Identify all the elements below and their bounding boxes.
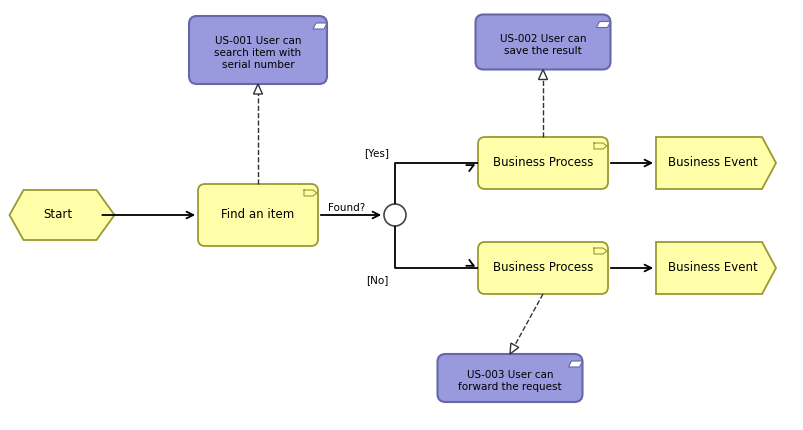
FancyBboxPatch shape (478, 242, 607, 294)
FancyBboxPatch shape (189, 16, 327, 84)
Text: Find an item: Find an item (221, 209, 294, 221)
Polygon shape (10, 190, 114, 240)
FancyBboxPatch shape (478, 137, 607, 189)
Text: US-003 User can
forward the request: US-003 User can forward the request (458, 370, 561, 392)
Text: Business Process: Business Process (492, 157, 593, 169)
Text: US-002 User can
save the result: US-002 User can save the result (499, 34, 585, 56)
Text: US-001 User can
search item with
serial number: US-001 User can search item with serial … (214, 37, 301, 70)
Polygon shape (312, 23, 327, 29)
Text: [Yes]: [Yes] (364, 148, 389, 158)
Text: Start: Start (43, 209, 72, 221)
Polygon shape (596, 22, 609, 28)
Polygon shape (568, 361, 582, 367)
Circle shape (384, 204, 406, 226)
Polygon shape (538, 70, 547, 80)
Polygon shape (509, 343, 518, 354)
Polygon shape (655, 242, 775, 294)
Polygon shape (655, 137, 775, 189)
FancyBboxPatch shape (475, 15, 609, 70)
Text: Business Process: Business Process (492, 261, 593, 274)
Text: Found?: Found? (328, 203, 365, 213)
Text: [No]: [No] (366, 275, 389, 285)
Text: Business Event: Business Event (666, 261, 756, 274)
Polygon shape (253, 84, 262, 94)
Text: Business Event: Business Event (666, 157, 756, 169)
FancyBboxPatch shape (198, 184, 318, 246)
FancyBboxPatch shape (437, 354, 582, 402)
